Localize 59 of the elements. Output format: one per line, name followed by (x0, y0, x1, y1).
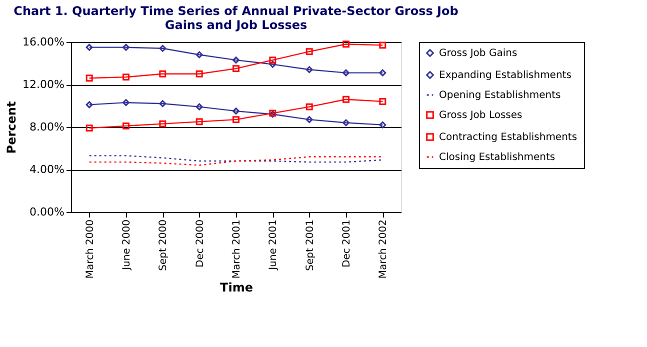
line-series (88, 156, 384, 166)
point (86, 101, 93, 108)
point (342, 40, 350, 48)
point (159, 70, 166, 78)
point (122, 99, 130, 106)
legend-label: Opening Establishments (439, 90, 561, 101)
point (379, 98, 386, 105)
point (232, 56, 240, 64)
point (86, 44, 93, 51)
x-tick-label: Sept 2000 (158, 220, 170, 271)
y-tick-label: 16.00% (22, 36, 64, 48)
x-tick-label: June 2001 (268, 220, 280, 271)
x-tick-label: March 2000 (84, 220, 96, 279)
line-series (88, 155, 384, 163)
x-tick-label: Sept 2001 (304, 220, 316, 271)
y-tick-label: 0.00% (30, 206, 64, 218)
point (159, 100, 166, 108)
y-tick-label: 4.00% (30, 163, 64, 176)
point (122, 44, 130, 51)
point (196, 118, 203, 126)
x-tick-label: June 2000 (122, 220, 132, 271)
point (306, 66, 313, 74)
point (232, 108, 240, 115)
x-tick-label: March 2002 (378, 220, 390, 279)
point (232, 116, 240, 124)
legend-label: Gross Job Gains (439, 48, 518, 59)
point (342, 96, 350, 103)
point (306, 48, 313, 56)
point (86, 124, 93, 132)
point (342, 119, 350, 126)
point (379, 69, 386, 76)
point (269, 60, 276, 68)
point (159, 120, 166, 128)
legend-label: Contracting Establishments (439, 132, 578, 143)
chart-title: Chart 1. Quarterly Time Series of Annual Private-Sector Gross Job Gains and Job Losses (14, 4, 459, 32)
x-tick-label: Dec 2000 (194, 220, 206, 268)
point (159, 44, 166, 52)
point (86, 74, 93, 82)
point (306, 116, 313, 124)
legend-label: Gross Job Losses (439, 110, 522, 121)
point (196, 103, 203, 110)
point (196, 70, 203, 78)
x-tick-label: Dec 2001 (342, 220, 352, 268)
point (379, 42, 386, 49)
y-tick-label: 8.00% (30, 120, 64, 134)
point (122, 122, 130, 130)
point (306, 103, 313, 110)
x-axis-title: Time (220, 280, 253, 295)
legend-label: Expanding Establishments (439, 70, 572, 81)
point (269, 56, 276, 64)
y-axis-title: Percent (4, 101, 19, 154)
x-tick-label: March 2001 (232, 220, 242, 279)
point (122, 74, 130, 81)
point (379, 121, 386, 128)
point (232, 65, 240, 72)
legend-label: Closing Establishments (439, 152, 556, 163)
point (196, 51, 203, 58)
point (342, 69, 350, 76)
y-tick-label: 12.00% (22, 78, 64, 91)
